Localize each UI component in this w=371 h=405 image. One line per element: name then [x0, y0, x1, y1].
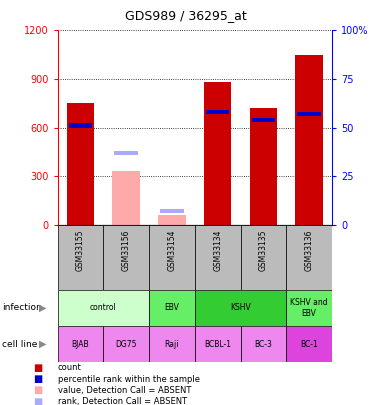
Bar — [204, 82, 232, 225]
Text: BCBL-1: BCBL-1 — [204, 340, 231, 349]
Bar — [149, 290, 195, 326]
Bar — [69, 124, 92, 128]
Text: GSM33136: GSM33136 — [305, 230, 313, 271]
Bar — [250, 108, 277, 225]
Text: infection: infection — [2, 303, 42, 312]
Bar — [195, 225, 240, 290]
Text: GSM33154: GSM33154 — [167, 230, 176, 271]
Bar — [298, 112, 321, 116]
Text: rank, Detection Call = ABSENT: rank, Detection Call = ABSENT — [58, 397, 187, 405]
Text: GSM33134: GSM33134 — [213, 230, 222, 271]
Text: KSHV: KSHV — [230, 303, 251, 312]
Bar — [112, 171, 140, 225]
Bar — [295, 55, 323, 225]
Bar — [149, 225, 195, 290]
Text: BC-1: BC-1 — [300, 340, 318, 349]
Text: EBV: EBV — [164, 303, 179, 312]
Bar — [206, 110, 229, 114]
Bar — [58, 326, 103, 362]
Text: KSHV and
EBV: KSHV and EBV — [290, 298, 328, 318]
Bar — [195, 326, 240, 362]
Text: count: count — [58, 363, 81, 372]
Text: GDS989 / 36295_at: GDS989 / 36295_at — [125, 9, 246, 22]
Text: control: control — [90, 303, 116, 312]
Text: ▶: ▶ — [39, 339, 46, 349]
Text: cell line: cell line — [2, 340, 37, 349]
Text: BC-3: BC-3 — [255, 340, 272, 349]
Text: ▶: ▶ — [39, 303, 46, 313]
Bar — [160, 209, 184, 213]
Bar — [149, 326, 195, 362]
Bar — [195, 290, 286, 326]
Bar — [58, 225, 103, 290]
Text: ■: ■ — [33, 363, 43, 373]
Text: GSM33155: GSM33155 — [76, 230, 85, 271]
Bar — [115, 151, 138, 155]
Bar — [286, 326, 332, 362]
Bar — [103, 326, 149, 362]
Text: DG75: DG75 — [115, 340, 137, 349]
Text: BJAB: BJAB — [72, 340, 89, 349]
Bar — [67, 103, 94, 225]
Bar — [58, 290, 149, 326]
Text: ■: ■ — [33, 397, 43, 405]
Text: GSM33135: GSM33135 — [259, 230, 268, 271]
Bar — [103, 225, 149, 290]
Bar — [240, 326, 286, 362]
Text: ■: ■ — [33, 386, 43, 395]
Bar — [286, 290, 332, 326]
Text: value, Detection Call = ABSENT: value, Detection Call = ABSENT — [58, 386, 191, 395]
Bar — [158, 215, 186, 225]
Text: ■: ■ — [33, 374, 43, 384]
Text: percentile rank within the sample: percentile rank within the sample — [58, 375, 200, 384]
Text: GSM33156: GSM33156 — [122, 230, 131, 271]
Bar — [240, 225, 286, 290]
Bar — [252, 117, 275, 122]
Text: Raji: Raji — [165, 340, 179, 349]
Bar — [286, 225, 332, 290]
